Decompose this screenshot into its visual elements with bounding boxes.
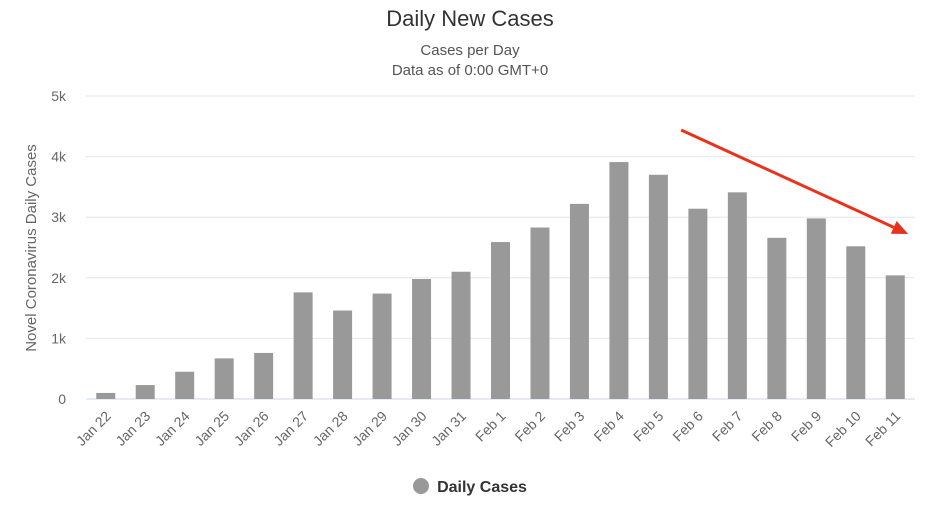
- bar[interactable]: [175, 371, 195, 399]
- x-tick-label: Jan 29: [349, 408, 390, 449]
- bar[interactable]: [96, 392, 116, 399]
- bar[interactable]: [846, 246, 866, 399]
- bar[interactable]: [609, 162, 629, 399]
- subtitle-line-1: Cases per Day: [420, 42, 520, 59]
- bar[interactable]: [333, 310, 353, 399]
- bar[interactable]: [135, 385, 155, 399]
- bar[interactable]: [491, 242, 510, 399]
- x-tick-label: Feb 1: [472, 408, 509, 445]
- x-tick-label: Jan 27: [270, 408, 311, 449]
- y-axis-ticks: 0 1k 2k 3k 4k 5k: [51, 88, 67, 407]
- bar[interactable]: [412, 279, 432, 399]
- y-tick-label: 4k: [51, 149, 67, 165]
- chart-title: Daily New Cases: [386, 6, 554, 31]
- x-tick-label: Jan 23: [112, 408, 153, 449]
- legend[interactable]: Daily Cases: [0, 478, 940, 497]
- x-tick-label: Jan 28: [310, 408, 351, 449]
- x-tick-label: Feb 8: [748, 408, 785, 445]
- bar[interactable]: [254, 352, 274, 399]
- bar[interactable]: [727, 192, 747, 399]
- trend-arrow-head-icon: [890, 220, 909, 234]
- bars: [96, 162, 905, 399]
- x-tick-label: Feb 9: [788, 408, 825, 445]
- bar[interactable]: [806, 218, 826, 399]
- x-tick-label: Feb 2: [511, 408, 548, 445]
- x-tick-label: Feb 3: [551, 408, 588, 445]
- bar[interactable]: [885, 275, 905, 399]
- bar[interactable]: [372, 293, 392, 399]
- x-tick-label: Feb 10: [822, 408, 864, 450]
- subtitle-line-2: Data as of 0:00 GMT+0: [391, 62, 549, 79]
- bar[interactable]: [688, 208, 708, 399]
- trend-arrow-annotation: [680, 128, 909, 234]
- trend-arrow-line: [680, 128, 895, 229]
- x-tick-label: Jan 31: [428, 408, 469, 449]
- x-tick-label: Feb 4: [590, 408, 627, 445]
- x-tick-label: Feb 7: [709, 408, 746, 445]
- bar[interactable]: [214, 358, 234, 399]
- bar[interactable]: [569, 203, 589, 399]
- bar[interactable]: [451, 271, 471, 399]
- legend-label: Daily Cases: [437, 479, 527, 496]
- x-tick-label: Jan 25: [191, 408, 232, 449]
- x-tick-label: Jan 30: [389, 408, 430, 449]
- x-tick-label: Jan 22: [73, 408, 114, 449]
- y-tick-label: 2k: [51, 270, 67, 286]
- bar[interactable]: [767, 237, 787, 399]
- x-tick-label: Jan 24: [152, 408, 193, 449]
- y-tick-label: 5k: [51, 88, 67, 104]
- x-tick-label: Jan 26: [231, 408, 272, 449]
- y-axis-label: Novel Coronavirus Daily Cases: [23, 144, 40, 352]
- y-tick-label: 0: [58, 391, 66, 407]
- x-tick-label: Feb 11: [862, 408, 904, 450]
- x-tick-label: Feb 5: [630, 408, 667, 445]
- y-tick-label: 1k: [51, 330, 67, 346]
- chart-subtitle: Cases per Day Data as of 0:00 GMT+0: [0, 41, 940, 81]
- y-tick-label: 3k: [51, 209, 67, 225]
- bar[interactable]: [293, 292, 313, 399]
- x-tick-label: Feb 6: [669, 408, 706, 445]
- bar[interactable]: [648, 174, 668, 399]
- bar[interactable]: [530, 227, 550, 399]
- legend-marker-icon: [413, 478, 430, 494]
